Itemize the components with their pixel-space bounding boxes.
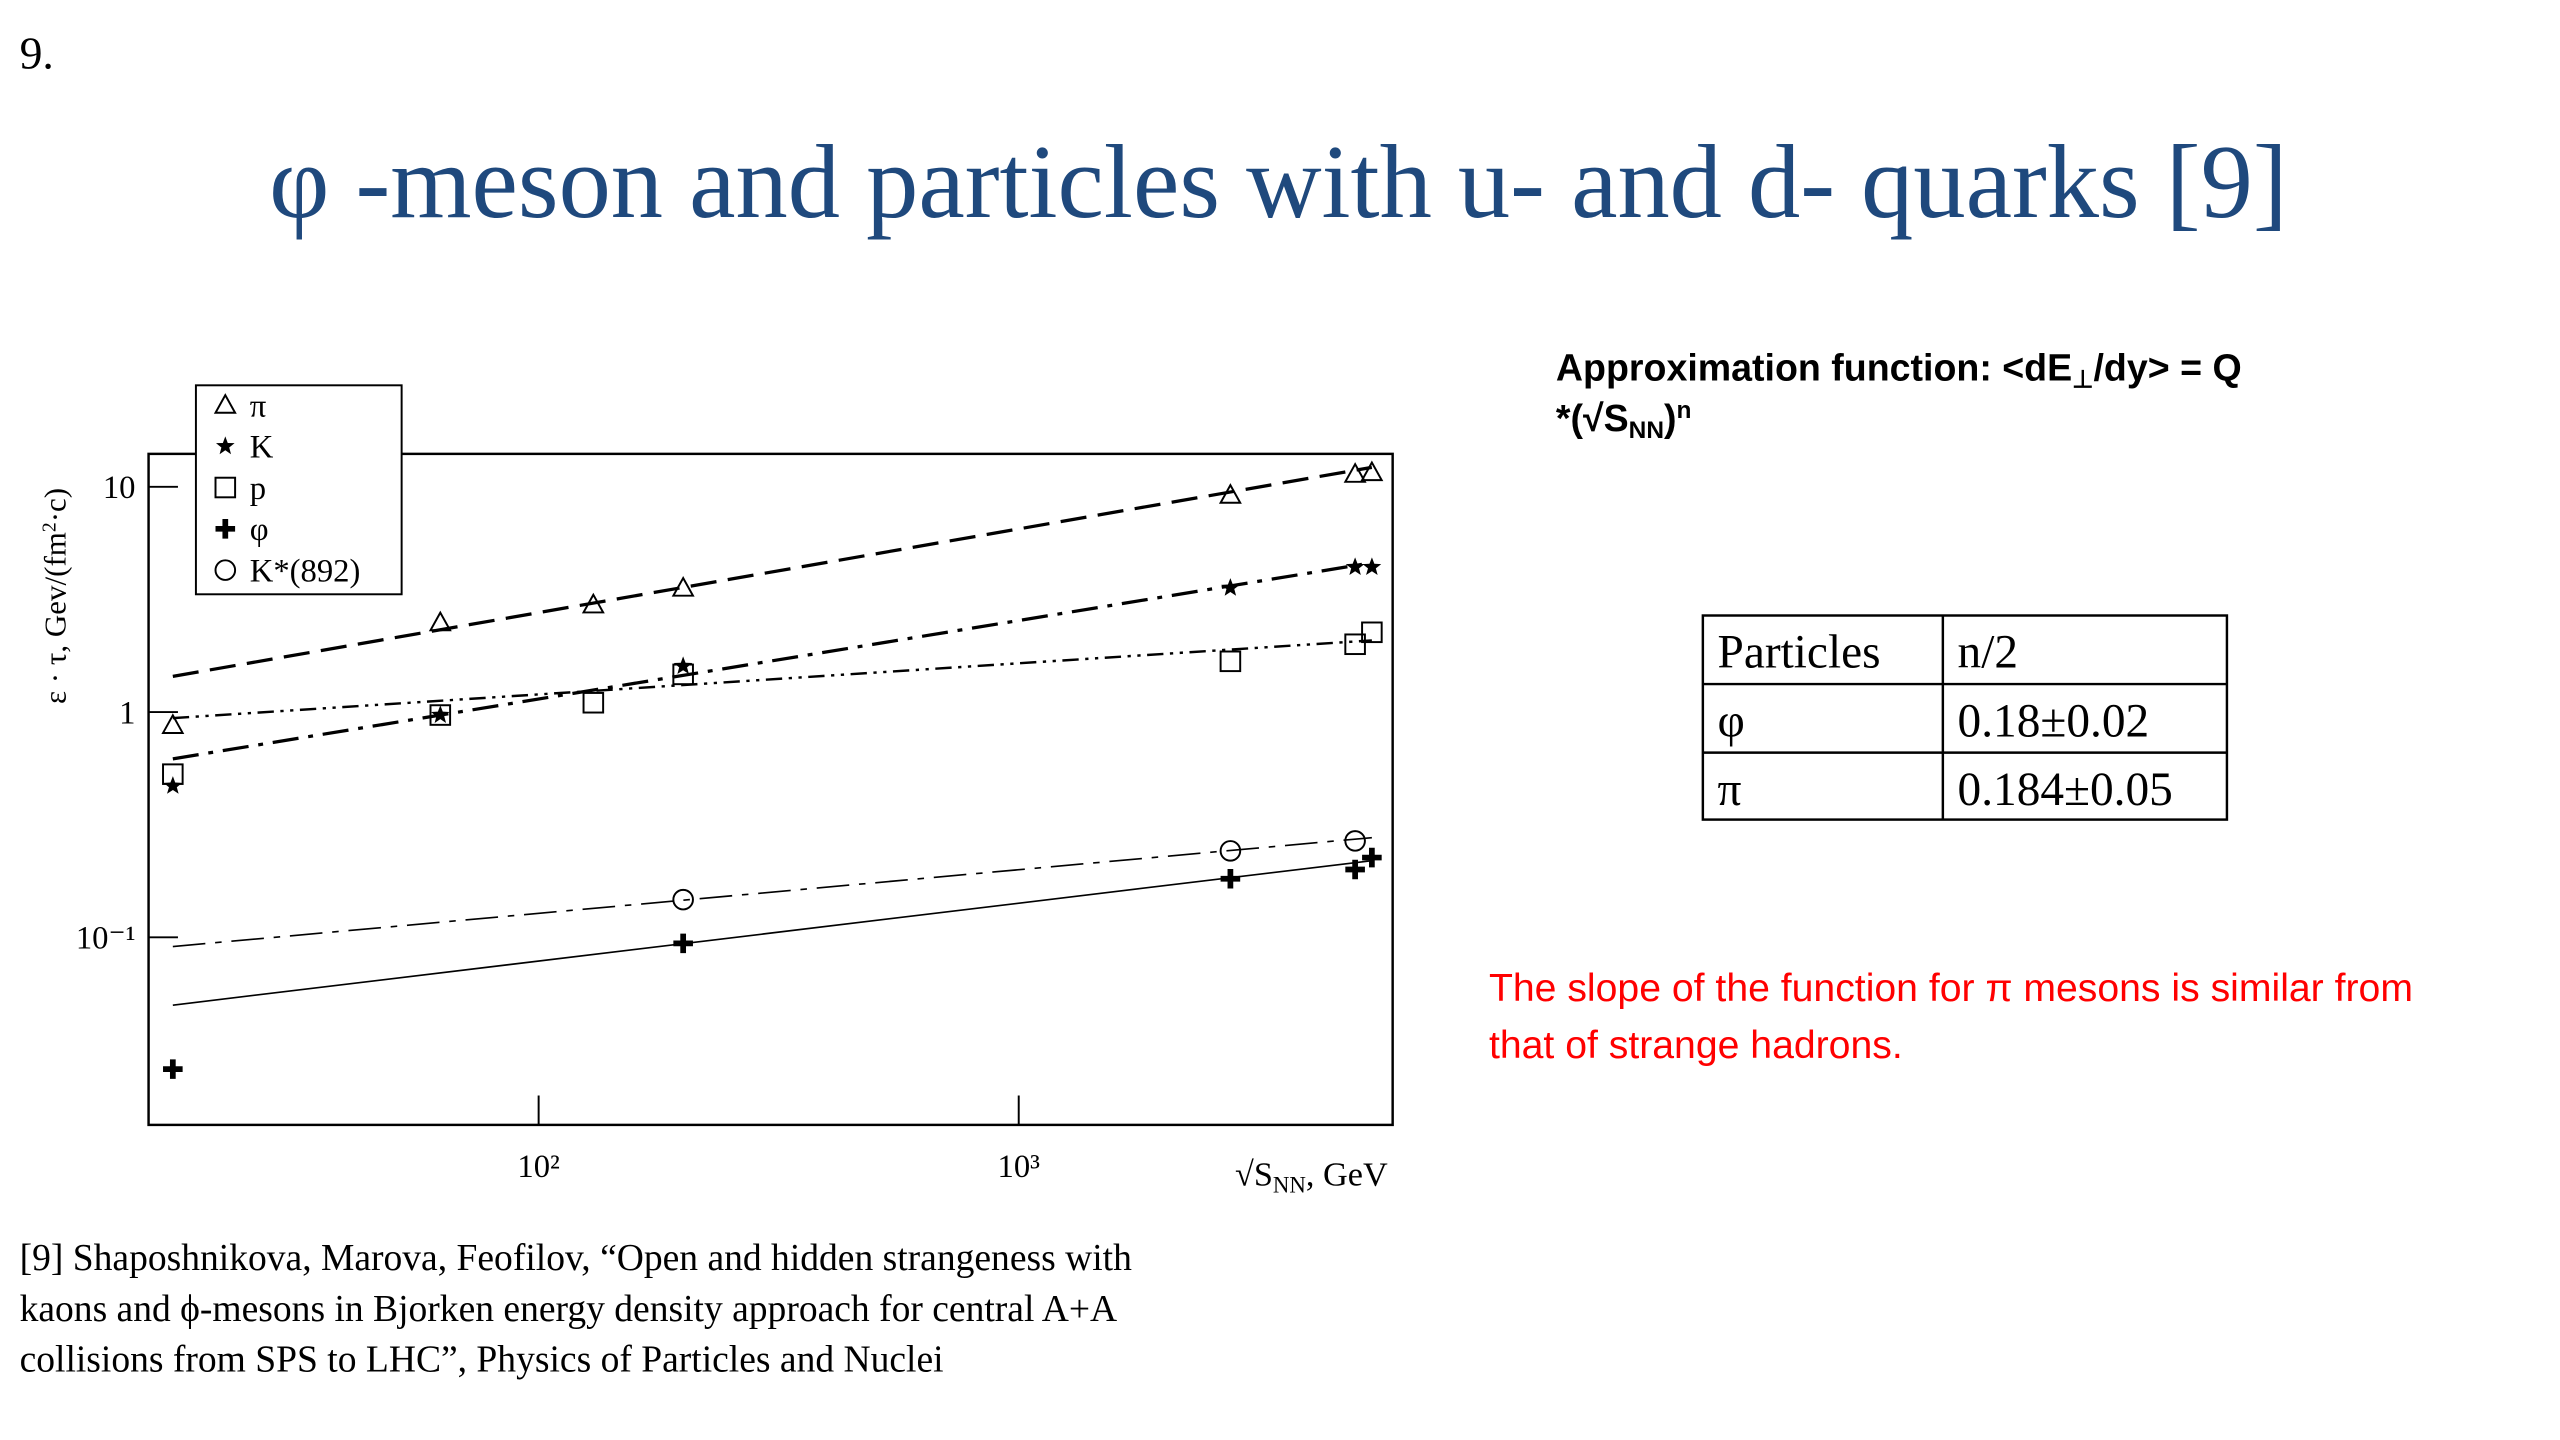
square-marker [1361,621,1383,644]
plus-marker [1220,868,1241,889]
triangle-marker [1360,460,1384,482]
slide-number: 9. [20,28,54,79]
approximation-line: *(√SNN)n [1556,397,1692,445]
plot-frame [147,452,1394,1127]
legend-label: K [250,430,274,466]
approximation-line: Approximation function: <dE⊥/dy> = Q [1556,346,2242,393]
square-marker [1344,633,1366,656]
circle-marker [1344,830,1366,852]
y-axis-label: ε · τ, Gev/(fm2·c) [37,488,72,704]
triangle-marker [161,713,185,734]
reference-line: collisions from SPS to LHC”, Physics of … [20,1339,944,1380]
approximation-line-part: Approximation function: <dE [1556,346,2072,388]
y-tick-label: 1 [119,695,135,731]
x-axis-label-part: , GeV [1306,1155,1388,1193]
star-marker [1345,557,1365,576]
plus-marker [163,1059,183,1079]
fit-line [172,859,1372,1006]
note-line: The slope of the function for π mesons i… [1489,967,2413,1010]
legend-marker [215,519,236,539]
x-tick-label: 10³ [998,1149,1041,1185]
legend-marker [214,476,237,499]
approximation-line-part: NN [1629,417,1664,444]
triangle-marker [428,610,452,632]
square-marker [672,663,694,686]
fit-line [172,836,1372,948]
x-axis-label-part: NN [1273,1172,1306,1197]
square-marker [1219,650,1242,673]
triangle-marker [581,592,605,614]
table-cell: 0.18±0.02 [1958,695,2150,747]
legend-label: p [250,471,266,507]
table-cell: φ [1718,695,1745,747]
fit-line [172,561,1373,761]
square-marker [582,691,605,714]
square-marker [429,704,452,726]
legend-label: π [250,388,266,424]
triangle-marker [1218,483,1242,504]
square-marker [162,763,184,785]
fit-line [172,465,1373,678]
approximation-line-part: n [1677,397,1692,424]
reference-line: [9] Shaposhnikova, Marova, Feofilov, “Op… [20,1238,1132,1279]
plus-marker [1345,859,1365,880]
table-cell: 0.184±0.05 [1958,764,2173,816]
y-tick-label: 10 [103,470,136,506]
triangle-marker [1343,462,1367,483]
x-axis-label-part: √S [1235,1155,1273,1193]
legend-marker [213,393,237,414]
note-line: that of strange hadrons. [1489,1024,1903,1067]
x-axis-label: √SNN, GeV [1235,1155,1388,1197]
legend-box [194,384,403,596]
legend-label: K*(892) [250,554,361,590]
plus-marker [1362,847,1382,868]
table-border [1701,614,2229,821]
circle-marker [672,888,694,911]
y-axis-label-part: 2 [39,522,60,532]
approximation-line-part: ⊥ [2072,367,2093,394]
legend-label: φ [250,512,269,548]
table-cell: π [1718,764,1742,816]
approximation-line-part: *(√S [1556,397,1629,439]
star-marker [163,776,183,794]
star-marker [431,705,450,723]
reference-line: kaons and ϕ-mesons in Bjorken energy den… [20,1289,1118,1330]
approximation-line-part: /dy> = Q [2094,346,2242,388]
legend-marker [214,559,237,581]
plus-marker [673,933,693,954]
star-marker [1362,557,1382,576]
circle-marker [1219,840,1242,862]
table-cell: n/2 [1958,627,2018,679]
y-axis-label-part: ε · τ, Gev/(fm [37,532,72,704]
x-tick-label: 10² [517,1149,560,1185]
approximation-line-part: ) [1664,397,1677,439]
slide-title: φ -meson and particles with u- and d- qu… [269,124,2288,240]
table-cell: Particles [1718,627,1881,679]
star-marker [1221,578,1240,596]
fit-line [172,639,1372,720]
y-axis-label-part: ·c) [37,488,72,522]
legend-marker [216,436,235,455]
y-tick-label: 10⁻¹ [76,921,136,957]
triangle-marker [671,576,695,597]
